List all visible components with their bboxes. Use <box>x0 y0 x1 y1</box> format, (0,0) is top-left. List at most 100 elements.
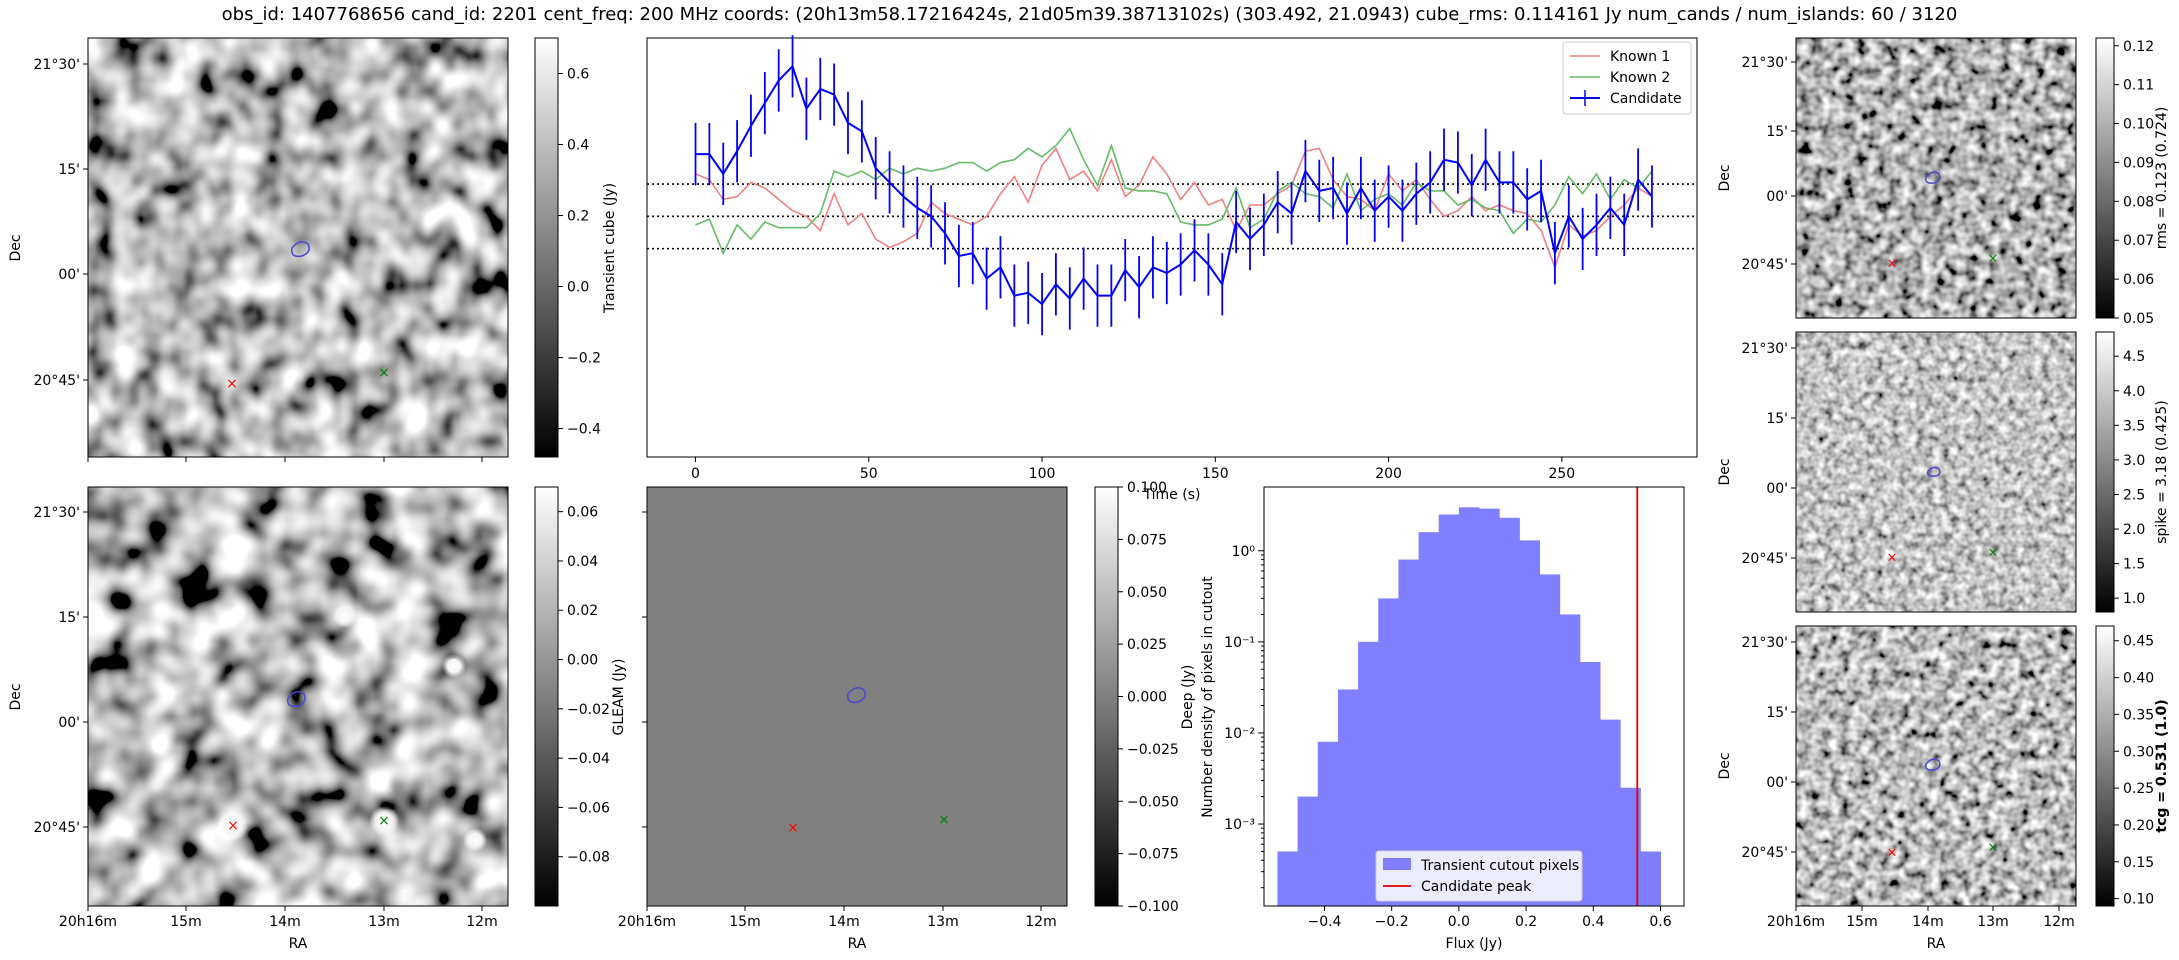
x-tick-label: −0.4 <box>1307 914 1341 930</box>
colorbar-tick-label: 0.6 <box>567 67 589 83</box>
colorbar-label: GLEAM (Jy) <box>611 659 627 736</box>
colorbar-tick-label: 0.05 <box>2123 311 2154 327</box>
x-tick-label: 0.0 <box>1448 914 1470 930</box>
green-x-marker: × <box>378 813 390 829</box>
colorbar-ticks: 4.5 4.0 3.5 3.0 2.5 2.0 1.5 1.0 <box>2114 349 2145 607</box>
colorbar-tick-label: 0.35 <box>2123 707 2154 723</box>
colorbar-tick-label: 0.10 <box>2123 117 2154 133</box>
histogram-bar <box>1499 517 1520 906</box>
green-x-marker: × <box>378 365 390 381</box>
x-tick-label: 150 <box>1202 466 1229 482</box>
colorbar-tick-label: −0.08 <box>567 850 610 866</box>
dec-tick-label: 20°45' <box>34 820 80 836</box>
lightcurve-panel: 0 50 100 150 200 250 Time (s) Known 1 Known 2… <box>646 35 1698 503</box>
colorbar-tick-label: −0.04 <box>567 751 610 767</box>
rms-colorbar <box>2095 37 2115 319</box>
colorbar-tick-label: 0.08 <box>2123 194 2154 210</box>
y-tick-label: 10⁻¹ <box>1224 635 1255 651</box>
rms-panel: × × 21°30' 15' 00' 20°45' Dec 0.120.110.… <box>1717 37 2170 327</box>
lightcurve-x-label: Time (s) <box>1143 487 1201 503</box>
gleam-colorbar: 0.100 0.075 0.050 0.025 0.000 −0.025 −0.050 −0.… <box>1094 480 1179 915</box>
candidate-contour <box>1924 171 1941 184</box>
dec-axis-label: Dec <box>8 683 24 710</box>
dec-tick-label: 20°45' <box>1742 551 1788 567</box>
candidate-contour <box>286 691 306 708</box>
tcg-colorbar <box>2095 625 2115 907</box>
ra-tick-label: 20h16m <box>59 914 117 930</box>
red-x-marker: × <box>787 820 799 836</box>
colorbar-tick-label: −0.06 <box>567 800 610 816</box>
colorbar-tick-label: 0.000 <box>1127 690 1167 706</box>
ra-axis-label: RA <box>289 936 308 952</box>
colorbar-tick-label: −0.075 <box>1127 847 1179 863</box>
dec-tick-label: 15' <box>58 610 80 626</box>
colorbar-tick-label: −0.100 <box>1127 899 1179 915</box>
candidate-contour <box>1924 758 1941 771</box>
ra-tick-label: 15m <box>1846 914 1877 930</box>
colorbar-tick-label: 0.050 <box>1127 585 1167 601</box>
candidate-contour <box>290 241 310 258</box>
x-tick-label: 200 <box>1375 466 1402 482</box>
bright-source <box>333 604 357 628</box>
histogram-bar <box>1337 689 1359 906</box>
legend-swatch-pixels <box>1383 858 1411 870</box>
green-x-marker: × <box>1988 546 1999 561</box>
green-x-marker: × <box>938 812 950 828</box>
ra-tick-label: 14m <box>1912 914 1943 930</box>
histogram-x-ticks: −0.4 −0.2 0.0 0.2 0.4 0.6 <box>1307 906 1672 930</box>
red-x-marker: × <box>226 376 238 392</box>
colorbar-tick-label: 0.0 <box>567 280 589 296</box>
colorbar-tick-label: 2.0 <box>2123 522 2145 538</box>
histogram-x-label: Flux (Jy) <box>1446 936 1503 952</box>
lightcurve-series <box>694 35 1653 336</box>
ra-ticks-tl <box>87 457 483 462</box>
colorbar-tick-label: 0.12 <box>2123 39 2154 55</box>
colorbar-tick-label: 0.4 <box>567 138 589 154</box>
histogram-bar <box>1479 508 1500 906</box>
dec-tick-label: 21°30' <box>1742 635 1788 651</box>
colorbar-ticks: 0.100 0.075 0.050 0.025 0.000 −0.025 −0.050 −0.… <box>1118 480 1179 915</box>
histogram-bar <box>1559 614 1581 906</box>
colorbar-tick-label: 1.5 <box>2123 557 2145 573</box>
colorbar-ticks: 0.12 0.11 0.10 0.09 0.08 0.07 0.06 0.05 <box>2114 39 2154 327</box>
legend-label: Candidate peak <box>1421 879 1532 895</box>
ra-axis-label: RA <box>848 936 867 952</box>
figure-title: obs_id: 1407768656 cand_id: 2201 cent_fr… <box>221 4 1958 25</box>
colorbar-ticks: 0.45 0.40 0.35 0.30 0.25 0.20 0.15 0.10 <box>2114 634 2154 908</box>
ra-tick-label: 13m <box>368 914 399 930</box>
dec-tick-label: 00' <box>1766 189 1788 205</box>
ra-tick-label: 12m <box>1025 914 1056 930</box>
colorbar-tick-label: 0.11 <box>2123 78 2154 94</box>
dec-axis-rms: 21°30' 15' 00' 20°45' Dec <box>1717 55 1796 273</box>
bright-source <box>218 811 248 841</box>
dec-tick-label: 00' <box>58 267 80 283</box>
red-x-marker: × <box>227 818 239 834</box>
dec-tick-label: 20°45' <box>1742 845 1788 861</box>
candidate-line <box>695 64 1653 306</box>
histogram-y-ticks: 10⁰ 10⁻¹ 10⁻² 10⁻³ <box>1224 544 1264 889</box>
colorbar-label: rms = 0.123 (0.724) <box>2154 107 2170 250</box>
legend-label: Candidate <box>1610 91 1682 107</box>
ra-axis-tcg: 20h16m 15m 14m 13m 12m RA <box>1767 906 2075 952</box>
colorbar-tick-label: 4.5 <box>2123 349 2145 365</box>
colorbar-tick-label: 0.25 <box>2123 781 2154 797</box>
colorbar-tick-label: 0.2 <box>567 209 589 225</box>
dec-tick-label: 21°30' <box>34 57 80 73</box>
histogram-bar <box>1378 598 1399 906</box>
transient-cube-image <box>88 38 508 457</box>
histogram-legend: Transient cutout pixels Candidate peak <box>1375 850 1583 902</box>
ra-tick-label: 12m <box>466 914 497 930</box>
y-tick-label: 10⁻³ <box>1224 817 1255 833</box>
dec-ticks-gleam <box>642 511 647 828</box>
histogram-bar <box>1398 559 1420 906</box>
ra-tick-label: 13m <box>1977 914 2008 930</box>
spike-colorbar <box>2095 331 2115 613</box>
colorbar-label: tcg = 0.531 (1.0) <box>2154 699 2170 832</box>
histogram-bar <box>1539 574 1561 906</box>
histogram-bar <box>1579 662 1601 906</box>
x-tick-label: 0.2 <box>1515 914 1537 930</box>
legend-label: Known 1 <box>1610 49 1670 65</box>
rms-image <box>1796 38 2076 318</box>
colorbar-tick-label: 0.04 <box>567 554 598 570</box>
